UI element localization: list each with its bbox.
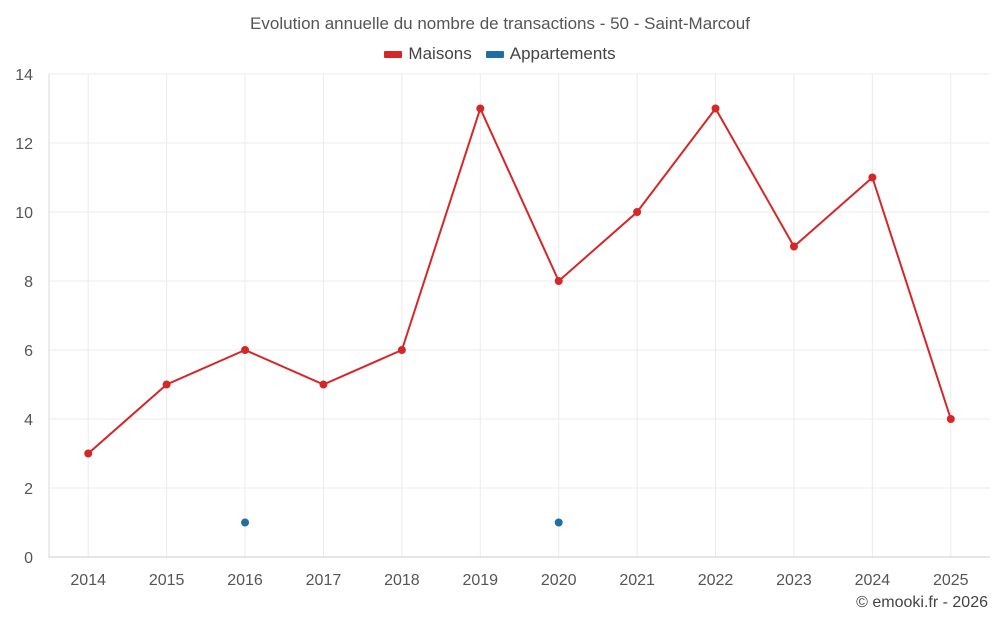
data-point-maisons-2018 [397,346,406,354]
y-tick-label-10: 10 [15,205,33,222]
x-tick-label-2025: 2025 [933,572,969,589]
legend-item-maisons[interactable]: Maisons [384,44,472,64]
y-tick-label-14: 14 [15,67,33,84]
x-tick-label-2023: 2023 [776,572,812,589]
legend: Maisons Appartements [0,44,1000,64]
chart-title: Evolution annuelle du nombre de transact… [250,14,750,33]
x-tick-label-2021: 2021 [619,572,655,589]
data-point-maisons-2016 [241,346,250,354]
data-point-maisons-2024 [868,173,877,182]
x-tick-label-2016: 2016 [227,572,263,589]
x-tick-label-2024: 2024 [855,572,891,589]
y-tick-label-2: 2 [24,481,33,498]
y-tick-label-6: 6 [24,343,33,360]
legend-label-maisons: Maisons [408,44,472,63]
x-tick-label-2015: 2015 [149,572,185,589]
x-tick-label-2018: 2018 [384,572,420,589]
legend-label-appartements: Appartements [509,44,616,63]
data-point-appartements-2020 [554,518,563,527]
data-point-maisons-2015 [162,380,171,389]
data-point-maisons-2025 [946,415,955,423]
legend-item-appartements[interactable]: Appartements [485,44,616,64]
data-point-maisons-2017 [319,380,328,389]
data-point-maisons-2023 [789,242,798,251]
x-tick-label-2014: 2014 [70,572,106,589]
y-tick-label-12: 12 [15,136,33,153]
y-tick-label-0: 0 [24,550,33,567]
data-point-maisons-2019 [476,104,485,113]
data-point-maisons-2022 [711,104,720,113]
y-tick-label-8: 8 [24,274,33,291]
credit-text: © emooki.fr - 2026 [856,594,988,611]
x-tick-label-2020: 2020 [541,572,577,589]
legend-swatch-appartements [485,50,504,58]
data-point-appartements-2016 [241,518,250,527]
data-point-maisons-2021 [633,208,642,216]
data-point-maisons-2020 [554,277,563,285]
legend-swatch-maisons [384,50,403,58]
x-tick-label-2019: 2019 [462,572,498,589]
data-point-maisons-2014 [84,449,93,458]
x-tick-label-2022: 2022 [698,572,734,589]
series-line-maisons [87,107,952,455]
y-tick-label-4: 4 [24,412,33,429]
x-tick-label-2017: 2017 [306,572,342,589]
